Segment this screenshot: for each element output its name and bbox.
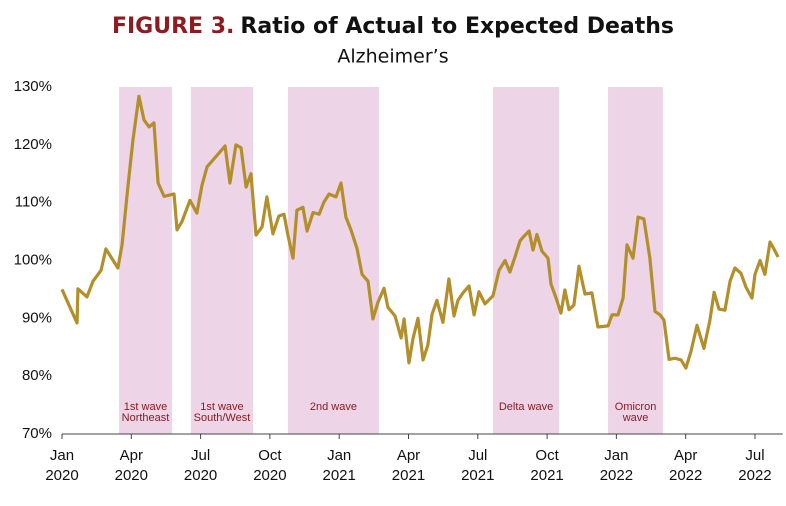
wave-label: South/West [194, 412, 251, 424]
x-tick-label-line: 2021 [461, 467, 494, 484]
x-tick-label-line: Jan [50, 447, 74, 464]
wave-band [190, 87, 254, 434]
wave-band [287, 87, 379, 434]
x-tick-label-line: 2021 [392, 467, 425, 484]
x-tick-label-line: Apr [120, 447, 143, 464]
y-tick-label: 130% [14, 78, 52, 95]
data-line [60, 94, 780, 370]
y-tick-label: 100% [14, 251, 52, 268]
chart-subtitle: Alzheimer’s [337, 46, 448, 68]
wave-label: Northeast [122, 412, 170, 424]
x-tick-label-line: 2021 [323, 467, 356, 484]
wave-label: 1st wave [200, 401, 243, 413]
x-tick-label-line: 2022 [738, 467, 771, 484]
y-tick-label: 110% [15, 194, 52, 211]
x-tick-label-line: Jan [327, 447, 351, 464]
x-tick-label-line: 2022 [669, 467, 702, 484]
x-tick-label-line: Jul [191, 447, 210, 464]
x-tick-label-line: 2021 [530, 467, 563, 484]
x-tick-label: Apr 2021 [392, 447, 425, 484]
x-tick-label-line: 2020 [45, 467, 78, 484]
wave-label: Omicron [615, 401, 657, 413]
x-tick-label: Jul 2020 [184, 447, 217, 484]
y-tick-label: 80% [22, 367, 52, 384]
x-tick-label-line: Jan [604, 447, 628, 464]
y-tick-label: 70% [22, 425, 52, 442]
x-tick-label-line: 2020 [115, 467, 148, 484]
x-tick-label-line: Jul [745, 447, 764, 464]
wave-label: Delta wave [499, 401, 553, 413]
wave-label: 1st wave [124, 401, 167, 413]
chart-title: FIGURE 3. Ratio of Actual to Expected Dea… [112, 14, 674, 39]
wave-band [119, 87, 172, 434]
wave-label: wave [622, 412, 649, 424]
x-tick-label: Jul 2021 [461, 447, 494, 484]
title-prefix: FIGURE 3. [112, 14, 234, 39]
x-tick-label: Oct 2020 [253, 447, 286, 484]
x-tick-label: Jan 2021 [323, 447, 356, 484]
x-tick-label-line: Oct [535, 447, 559, 464]
y-tick-label: 90% [22, 309, 52, 326]
x-tick-label-line: Apr [674, 447, 697, 464]
y-tick-label: 120% [14, 136, 52, 153]
x-tick-label: Oct 2021 [530, 447, 563, 484]
wave-band [608, 87, 664, 434]
x-tick-label-line: Jul [468, 447, 487, 464]
x-tick-label: Apr 2022 [669, 447, 702, 484]
x-tick-label-line: Oct [258, 447, 282, 464]
wave-label: 2nd wave [310, 401, 357, 413]
x-tick-label-line: 2020 [184, 467, 217, 484]
x-tick-label: Jan 2020 [45, 447, 78, 484]
x-tick-label: Jan 2022 [600, 447, 633, 484]
title-main: Ratio of Actual to Expected Deaths [240, 14, 674, 39]
x-tick-label-line: 2022 [600, 467, 633, 484]
x-tick-label: Jul 2022 [738, 447, 771, 484]
x-tick-label-line: 2020 [253, 467, 286, 484]
x-tick-label: Apr 2020 [115, 447, 148, 484]
x-tick-label-line: Apr [397, 447, 420, 464]
